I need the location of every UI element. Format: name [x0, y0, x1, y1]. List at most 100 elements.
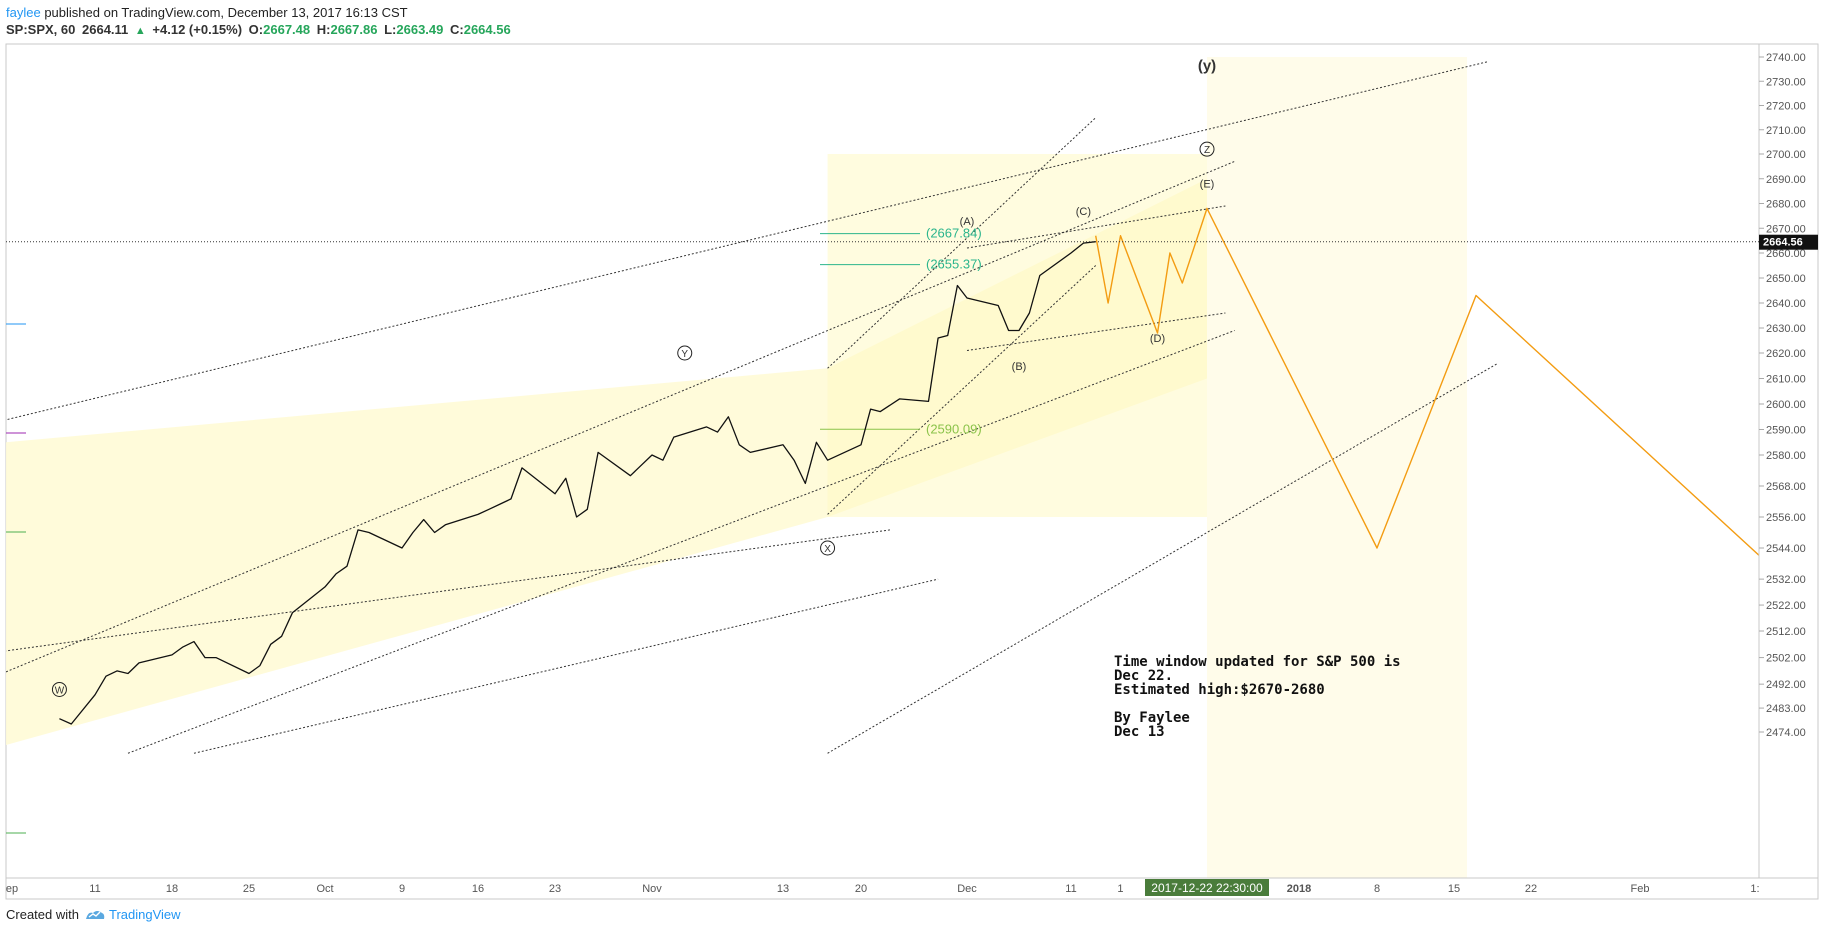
y-tick-label: 2512.00: [1766, 626, 1806, 638]
y-tick-label: 2474.00: [1766, 727, 1806, 739]
trendline: [827, 265, 1097, 515]
note-line: Dec 13: [1114, 724, 1165, 740]
last-price: 2664.11: [82, 22, 129, 37]
wave-label: (B): [1012, 361, 1027, 373]
wave-label-circle: [1199, 141, 1215, 157]
y-tick-label: 2660.00: [1766, 248, 1806, 260]
note-line: Dec 22.: [1114, 668, 1173, 684]
wave-label-circle: [51, 681, 67, 697]
y-tick-label: 2690.00: [1766, 174, 1806, 186]
note-line: Estimated high:$2670-2680: [1114, 682, 1325, 698]
note-line: By Faylee: [1114, 710, 1190, 726]
wave-label: W: [55, 685, 65, 696]
y-tick-label: 2640.00: [1766, 298, 1806, 310]
wave-label-circle: [677, 345, 693, 361]
x-tick-label: Dec: [957, 883, 977, 895]
last-price-badge: [1759, 234, 1818, 250]
publish-header: faylee published on TradingView.com, Dec…: [6, 4, 408, 21]
wave-label: X: [824, 544, 831, 555]
y-tick-label: 2483.00: [1766, 703, 1806, 715]
wave-label: (A): [960, 216, 975, 228]
tradingview-logo-icon: [85, 911, 105, 920]
open-value: 2667.48: [263, 22, 311, 37]
x-tick-label: 9: [399, 883, 405, 895]
created-with-text: Created with: [6, 907, 79, 922]
wave-label: Y: [681, 349, 688, 360]
trendline: [6, 61, 1488, 421]
x-tick-label: 8: [1374, 883, 1380, 895]
y-tick-label: 2580.00: [1766, 450, 1806, 462]
close-value: 2664.56: [463, 22, 511, 37]
x-tick-label: 2018: [1287, 883, 1311, 895]
high-value: 2667.86: [330, 22, 378, 37]
low-label: L:: [384, 22, 397, 37]
wave-label: (E): [1200, 179, 1215, 191]
x-tick-label: 13: [777, 883, 789, 895]
x-tick-label: 1: [1117, 883, 1123, 895]
x-tick-label: Nov: [642, 883, 662, 895]
fib-level-label: (2667.84): [926, 226, 982, 241]
wave-zone-group: [6, 57, 1467, 878]
x-tick-label: 15: [1448, 883, 1460, 895]
fib-level-label: (2590.09): [926, 421, 982, 436]
y-tick-label: 2492.00: [1766, 679, 1806, 691]
x-tick-label: 11: [1065, 883, 1076, 895]
time-axis[interactable]: ep 11 18 25 Oct 9 16 23 Nov 13 20 Dec 11 1 2018 8 15 22 Fe…: [6, 879, 1760, 896]
y-tick-label: 2600.00: [1766, 399, 1806, 411]
y-tick-label: 2710.00: [1766, 125, 1806, 137]
last-price-group: 2664.56: [6, 234, 1818, 250]
ohlc-bar: SP:SPX, 60 2664.11 ▲ +4.12 (+0.15%) O:26…: [6, 21, 514, 40]
x-tick-label: ep: [6, 883, 18, 895]
x-tick-label: 22: [1525, 883, 1537, 895]
price-chart[interactable]: (2667.84) (2655.37) (2590.09) W X Y Z (y) (A) (B…: [0, 0, 1824, 905]
author-link[interactable]: faylee: [6, 5, 41, 20]
y-tick-label: 2590.00: [1766, 425, 1806, 437]
y-tick-label: 2740.00: [1766, 52, 1806, 64]
trendline: [827, 117, 1097, 369]
open-label: O:: [248, 22, 264, 37]
y-tick-label: 2522.00: [1766, 600, 1806, 612]
y-tick-label: 2700.00: [1766, 149, 1806, 161]
price-series-line: [59, 241, 1096, 725]
wave-label: (D): [1150, 333, 1165, 345]
x-tick-label: 11: [89, 883, 100, 895]
trendline: [193, 578, 939, 754]
wave-label: Z: [1204, 145, 1210, 156]
wave-label-group: W X Y Z (y) (A) (B) (C) (D) (E): [51, 58, 1216, 697]
published-text: published on TradingView.com, December 1…: [40, 5, 408, 20]
trendline: [127, 330, 1235, 754]
fib-level-group: (2667.84) (2655.37) (2590.09): [820, 226, 982, 436]
y-tick-label: 2730.00: [1766, 76, 1806, 88]
y-tick-label: 2502.00: [1766, 653, 1806, 665]
fib-level-label: (2655.37): [926, 257, 982, 272]
change-value: +4.12 (+0.15%): [152, 22, 243, 37]
price-axis[interactable]: 2740.00 2730.00 2720.00 2710.00 2700.00 2690.…: [1759, 52, 1806, 739]
y-tick-label: 2620.00: [1766, 348, 1806, 360]
projection-series-line: [1095, 207, 1759, 557]
trendline: [827, 362, 1499, 754]
x-tick-label: Feb: [1631, 883, 1650, 895]
high-label: H:: [316, 22, 331, 37]
x-tick-label: 16: [472, 883, 484, 895]
footer: Created with TradingView: [6, 906, 181, 923]
y-tick-label: 2610.00: [1766, 374, 1806, 386]
wave-zone: [827, 154, 1207, 517]
y-tick-label: 2670.00: [1766, 223, 1806, 235]
left-edge-marks: [6, 323, 26, 834]
last-price-badge-label: 2664.56: [1763, 237, 1803, 249]
x-tick-label: 23: [549, 883, 561, 895]
y-tick-label: 2544.00: [1766, 543, 1806, 555]
x-tick-label: 25: [243, 883, 255, 895]
symbol-label: SP:SPX, 60: [6, 22, 76, 37]
tradingview-link[interactable]: TradingView: [108, 907, 181, 922]
note-line: Time window updated for S&P 500 is: [1114, 654, 1401, 670]
wave-label-circle: [820, 540, 836, 556]
y-tick-label: 2532.00: [1766, 574, 1806, 586]
time-badge-label: 2017-12-22 22:30:00: [1151, 881, 1263, 895]
x-tick-label: 20: [855, 883, 867, 895]
wave-label: (y): [1198, 58, 1216, 75]
trendline: [6, 160, 1235, 673]
y-tick-label: 2556.00: [1766, 512, 1806, 524]
y-tick-label: 2630.00: [1766, 323, 1806, 335]
